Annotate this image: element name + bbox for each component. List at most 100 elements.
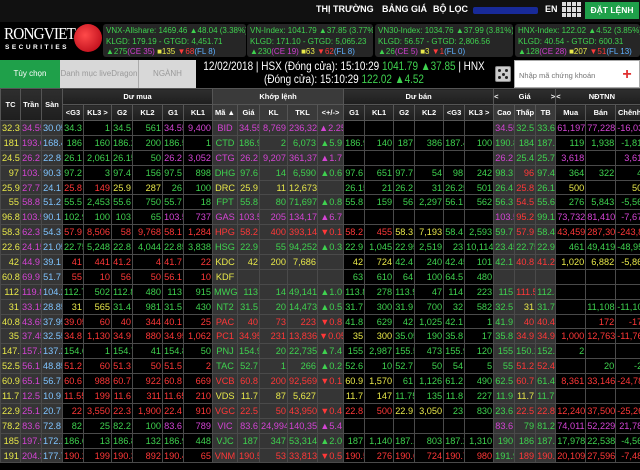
cell-code[interactable]: HPG: [212, 224, 239, 241]
cell-buy-kl2: 65: [132, 209, 163, 226]
cell-code[interactable]: DRC: [212, 179, 239, 196]
cell-code[interactable]: GAS: [212, 209, 239, 226]
cell-buy-kl1: 898: [182, 164, 214, 181]
stock-row[interactable]: 3133.1528.853156531.498131.5430NT231.520…: [0, 298, 640, 315]
cell-code[interactable]: KDC: [212, 254, 239, 270]
cell-avg: 99.1: [535, 209, 557, 226]
cell-code[interactable]: VCB: [212, 373, 239, 390]
col-sell-g3[interactable]: <G3: [443, 104, 466, 121]
stock-row[interactable]: 22.624.1521.0522.755,24822.84,04422.853,…: [0, 239, 640, 256]
stock-code-input[interactable]: [519, 67, 619, 83]
col-code[interactable]: Mã ▲: [212, 104, 239, 121]
stock-row[interactable]: 181193.6168.4186160186.2200186.51CTD186.…: [0, 134, 640, 151]
cell-code[interactable]: HSG: [212, 239, 239, 256]
cell-code[interactable]: VIC: [212, 417, 239, 434]
logo[interactable]: RONGVIET SECURITIES: [2, 22, 102, 58]
cell-code[interactable]: MWG: [212, 283, 239, 300]
apps-grid-icon[interactable]: [562, 2, 581, 17]
stock-row[interactable]: 25.9 27.7 24.1 25.8 149 25.9 287 26 100 DRC 25.9 11…: [0, 179, 640, 196]
cell-sell-kl2: 47: [414, 283, 445, 300]
index-panel[interactable]: VNX-Allshare: 1469.46 ▲48.04 (3.38%) KLGD…: [103, 24, 246, 57]
stock-row[interactable]: 55 58.8 51.2 55.5 2,453 55.6 750 55.7 18 FPT 55.8 8…: [0, 194, 640, 211]
tab-sector[interactable]: NGÀNH: [138, 60, 196, 88]
random-dice-icon[interactable]: [495, 66, 511, 82]
cell-code[interactable]: CTD: [212, 134, 239, 151]
cell-ref: 191: [0, 447, 21, 464]
stock-row[interactable]: 60.9 65.1 56.7 60.6 988 60.7 922 60.8 669 VCB 60.8…: [0, 373, 640, 390]
cell-code[interactable]: TAC: [212, 358, 239, 375]
cell-code[interactable]: DHG: [212, 164, 239, 181]
cell-code[interactable]: VNM: [212, 447, 239, 464]
add-stock-button[interactable]: +: [622, 66, 632, 83]
cell-high: 11.9: [493, 388, 516, 404]
index-panel[interactable]: VN30-Index: 1034.76 ▲37.99 (3.81%) KLGD: …: [375, 24, 513, 57]
cell-ceiling: 25.1: [20, 402, 42, 419]
cell-ref: 32.3: [0, 120, 21, 136]
cell-code[interactable]: PC1: [212, 328, 239, 345]
stock-row[interactable]: 58.3 62.3 54.3 57.9 8,506 58 9,768 58.1 1,284 HPG…: [0, 224, 640, 241]
stock-row[interactable]: 147.5157.8137.2154.61154.741154.850PNJ15…: [0, 343, 640, 360]
stock-row[interactable]: 11.712.510.911.5519911.631111.65210VDS11…: [0, 388, 640, 404]
stock-row[interactable]: 32.334.5530.0534.3134.556134.559,400BID3…: [0, 120, 640, 136]
cell-buy-g1: 97.5: [162, 164, 184, 181]
cell-code[interactable]: PNJ: [212, 343, 239, 360]
price-prev-arrow[interactable]: <: [494, 92, 499, 101]
nav-market[interactable]: THỊ TRƯỜNG: [316, 4, 374, 14]
place-order-button[interactable]: ĐẶT LỆNH: [585, 2, 639, 19]
hotline-link[interactable]: [473, 7, 538, 14]
cell-code[interactable]: PAC: [212, 313, 239, 330]
stock-row[interactable]: 24.526.222.826.12,06126.155026.23,052CTG…: [0, 149, 640, 166]
language-toggle[interactable]: EN: [545, 4, 558, 14]
cell-foreign-net: -1,81: [615, 134, 640, 151]
foreign-prev-arrow[interactable]: <: [556, 92, 561, 101]
col-buy-kl3[interactable]: KL3 >: [83, 104, 112, 121]
ceiling-count: (CE 19): [271, 47, 299, 56]
cell-code[interactable]: NT2: [212, 298, 239, 315]
cell-code[interactable]: CTG: [212, 149, 239, 166]
col-change[interactable]: <+/->: [317, 104, 345, 121]
cell-sell-kl3: 490: [464, 373, 495, 390]
unchanged-count: ■135: [157, 47, 176, 56]
cell-avg: 25.78: [535, 149, 557, 166]
stock-row[interactable]: 40.843.6537.9539.05604034440.125PAC40732…: [0, 313, 640, 330]
cell-change: ▲1.7: [317, 149, 345, 166]
nav-price-board[interactable]: BẢNG GIÁ: [382, 4, 427, 14]
index-panel[interactable]: VN-Index: 1041.79 ▲37.85 (3.77%) KLGD: 17…: [247, 24, 373, 57]
cell-code[interactable]: BID: [212, 120, 239, 136]
stock-row[interactable]: 112119.8104.2112.7502112.8480113915MWG11…: [0, 283, 640, 300]
index-panel[interactable]: HNX-Index: 122.02 ▲4.52 (3.85%) KLGD: 40.…: [515, 24, 640, 57]
stock-row[interactable]: 52.556.148.8551.26051.35051.52TAC52.7126…: [0, 358, 640, 375]
col-sell-kl3[interactable]: KL3 >: [464, 104, 495, 121]
cell-code[interactable]: VJC: [212, 432, 239, 449]
dragon-logo-icon: [74, 24, 102, 52]
stock-row[interactable]: 60.8 69.9 51.7 55 10 56 50 56.1 10 KDF 63 610 64 100 6…: [0, 268, 640, 285]
price-next-arrow[interactable]: >: [550, 92, 556, 101]
cell-code[interactable]: KDF: [212, 268, 239, 285]
tab-watchlist[interactable]: Danh mục liveDragon: [60, 60, 138, 88]
cell-buy-g2: 154.7: [111, 343, 133, 360]
nav-filter[interactable]: BỘ LỌC: [433, 4, 468, 14]
cell-high: 55: [493, 358, 516, 375]
cell-code[interactable]: VDS: [212, 388, 239, 404]
stock-row[interactable]: 42 44.9 39.1 41 441 41.2 4 41.7 22 KDC 42 200 7,686 4…: [0, 254, 640, 270]
cell-buy-g2: 55.6: [111, 194, 133, 211]
stock-row[interactable]: 96.8103.590.1102.910010365103.5737GAS103…: [0, 209, 640, 226]
advancers: ▲275: [106, 47, 128, 56]
cell-change: ▲0.5: [317, 298, 345, 315]
cell-buy-kl2: 9,768: [132, 224, 163, 241]
cell-buy-g1: 186.5: [162, 134, 184, 151]
cell-code[interactable]: FPT: [212, 194, 239, 211]
cell-avg: 40.43: [535, 313, 557, 330]
col-buy-g3[interactable]: <G3: [62, 104, 84, 121]
cell-buy-g2: 186.2: [111, 134, 133, 151]
stock-row[interactable]: 97103.790.397.2397.415697.5898DHG97.6146…: [0, 164, 640, 181]
tab-custom[interactable]: Tùy chọn: [0, 60, 60, 88]
stock-row[interactable]: 78.2 83.6 72.8 82 25 82.2 100 83.6 789 VIC 83.6 24,…: [0, 417, 640, 434]
stock-row[interactable]: 22.9 25.1 20.7 22 3,550 22.3 1,900 22.4 910 VGC 22…: [0, 402, 640, 419]
cell-high: 26.4: [493, 179, 516, 196]
cell-code[interactable]: VGC: [212, 402, 239, 419]
stock-row[interactable]: 191204.3177.7190.2199190.3892190.465VNM1…: [0, 447, 640, 464]
cell-buy-kl2: 50: [132, 149, 163, 166]
stock-row[interactable]: 3537.4532.5534.81,13034.988034.951,062PC…: [0, 328, 640, 345]
stock-row[interactable]: 185197.9172.1186.613186.8132186.9448VJC1…: [0, 432, 640, 449]
